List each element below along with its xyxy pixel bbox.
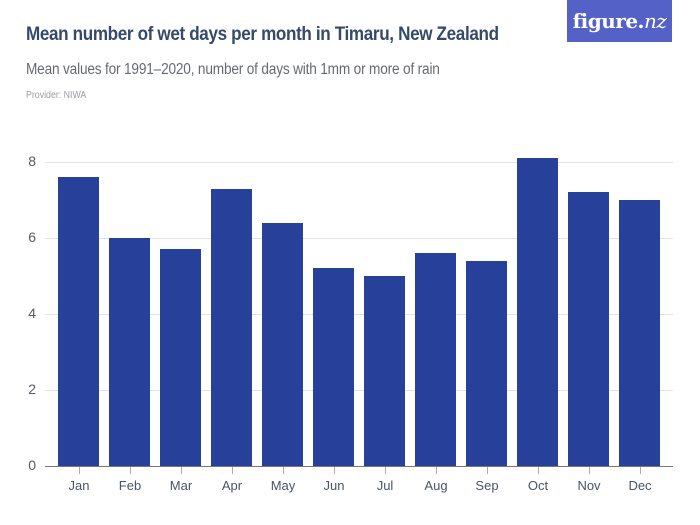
x-axis-label-nov: Nov [577,478,601,493]
x-axis-tick [384,467,386,474]
y-axis-tick-label: 4 [28,305,36,321]
x-axis-tick [78,467,80,474]
gridline [45,162,673,163]
x-axis-label-feb: Feb [118,478,142,493]
x-axis-tick [435,467,437,474]
x-axis-label-may: May [270,478,296,493]
y-axis-tick-label: 8 [28,153,36,169]
x-axis-tick [639,467,641,474]
x-axis-label-jun: Jun [323,478,345,493]
figure-nz-logo[interactable]: figure. nz [567,0,672,42]
bar-jan[interactable] [58,177,99,466]
x-axis-label-aug: Aug [424,478,448,493]
x-axis-tick [129,467,131,474]
bar-oct[interactable] [517,158,558,466]
x-axis-tick [588,467,590,474]
x-axis-tick [282,467,284,474]
x-axis-tick [537,467,539,474]
bar-feb[interactable] [109,238,150,466]
y-axis-tick-label: 0 [28,457,36,473]
x-axis-tick [180,467,182,474]
chart-subtitle: Mean values for 1991–2020, number of day… [26,61,440,78]
x-axis-label-mar: Mar [169,478,193,493]
x-axis-label-jan: Jan [68,478,90,493]
bar-sep[interactable] [466,260,507,466]
bar-aug[interactable] [415,253,456,466]
provider-label: Provider: NIWA [26,90,87,101]
x-axis-tick [333,467,335,474]
bar-mar[interactable] [160,249,201,466]
x-axis-label-jul: Jul [376,478,394,493]
gridline [45,238,673,239]
x-axis-label-apr: Apr [221,478,243,493]
bar-nov[interactable] [568,192,609,466]
bar-jul[interactable] [364,276,405,466]
y-axis-tick-label: 2 [28,381,36,397]
x-axis-tick [231,467,233,474]
x-axis-label-oct: Oct [527,478,549,493]
y-axis-tick-label: 6 [28,229,36,245]
bar-apr[interactable] [211,188,252,466]
chart-title: Mean number of wet days per month in Tim… [26,24,499,45]
x-axis-line [45,466,673,467]
x-axis-tick [486,467,488,474]
bar-jun[interactable] [313,268,354,466]
bar-dec[interactable] [619,200,660,466]
gridline [45,390,673,391]
x-axis-label-dec: Dec [628,478,652,493]
bar-may[interactable] [262,222,303,466]
x-axis-label-sep: Sep [475,478,499,493]
gridline [45,314,673,315]
logo-text: figure. [572,9,645,33]
logo-suffix: nz [644,9,667,33]
